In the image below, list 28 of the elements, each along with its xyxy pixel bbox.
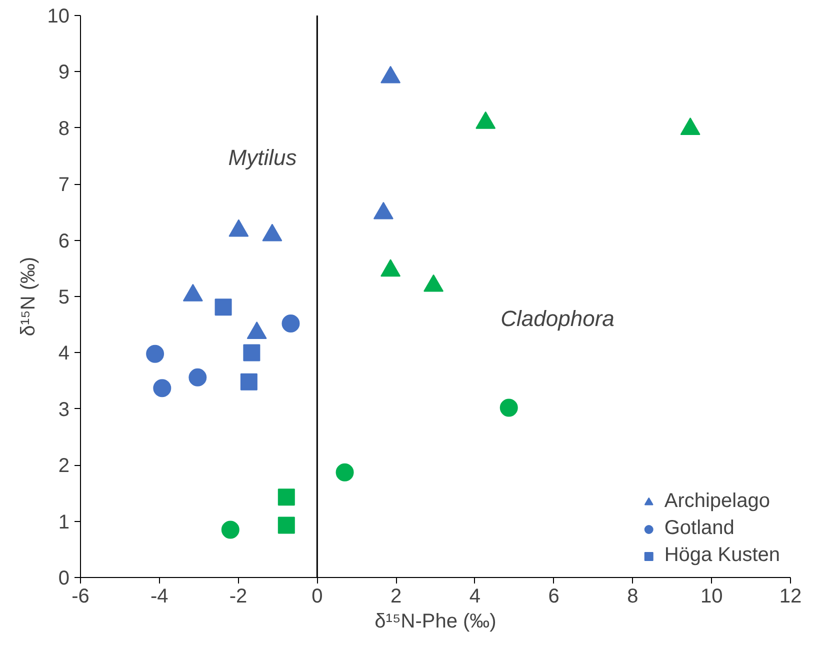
- y-tick-label: 8: [58, 118, 70, 140]
- x-tick-label: -6: [72, 586, 90, 608]
- x-axis-title: δ¹⁵N-Phe (‰): [374, 610, 496, 632]
- y-tick-label: 3: [58, 398, 70, 421]
- x-tick-label: 2: [390, 586, 402, 608]
- x-tick-label: 4: [469, 586, 481, 608]
- y-tick-label: 0: [58, 568, 70, 590]
- y-tick-label: 1: [58, 511, 70, 534]
- x-tick-label: 6: [548, 586, 560, 608]
- x-tick-label: 10: [700, 586, 723, 608]
- y-tick-label: 4: [58, 342, 70, 365]
- x-tick-label: -4: [150, 586, 168, 608]
- legend-label: Höga Kusten: [664, 544, 780, 567]
- y-tick-label: 5: [58, 286, 70, 308]
- annotation: Mytilus: [228, 145, 297, 170]
- y-tick-label: 6: [58, 230, 70, 252]
- y-tick-label: 10: [47, 6, 70, 28]
- y-tick-label: 2: [58, 455, 70, 478]
- x-tick-label: 8: [627, 586, 638, 608]
- annotation: Cladophora: [500, 306, 614, 331]
- y-tick-label: 7: [58, 174, 70, 196]
- x-tick-label: 0: [312, 586, 323, 608]
- legend-label: Gotland: [664, 517, 734, 540]
- y-axis-title: δ¹⁵N (‰): [17, 256, 40, 336]
- x-tick-label: -2: [229, 586, 248, 608]
- y-tick-label: 9: [58, 62, 70, 84]
- legend-label: Archipelago: [664, 490, 770, 513]
- x-tick-label: 12: [779, 586, 802, 608]
